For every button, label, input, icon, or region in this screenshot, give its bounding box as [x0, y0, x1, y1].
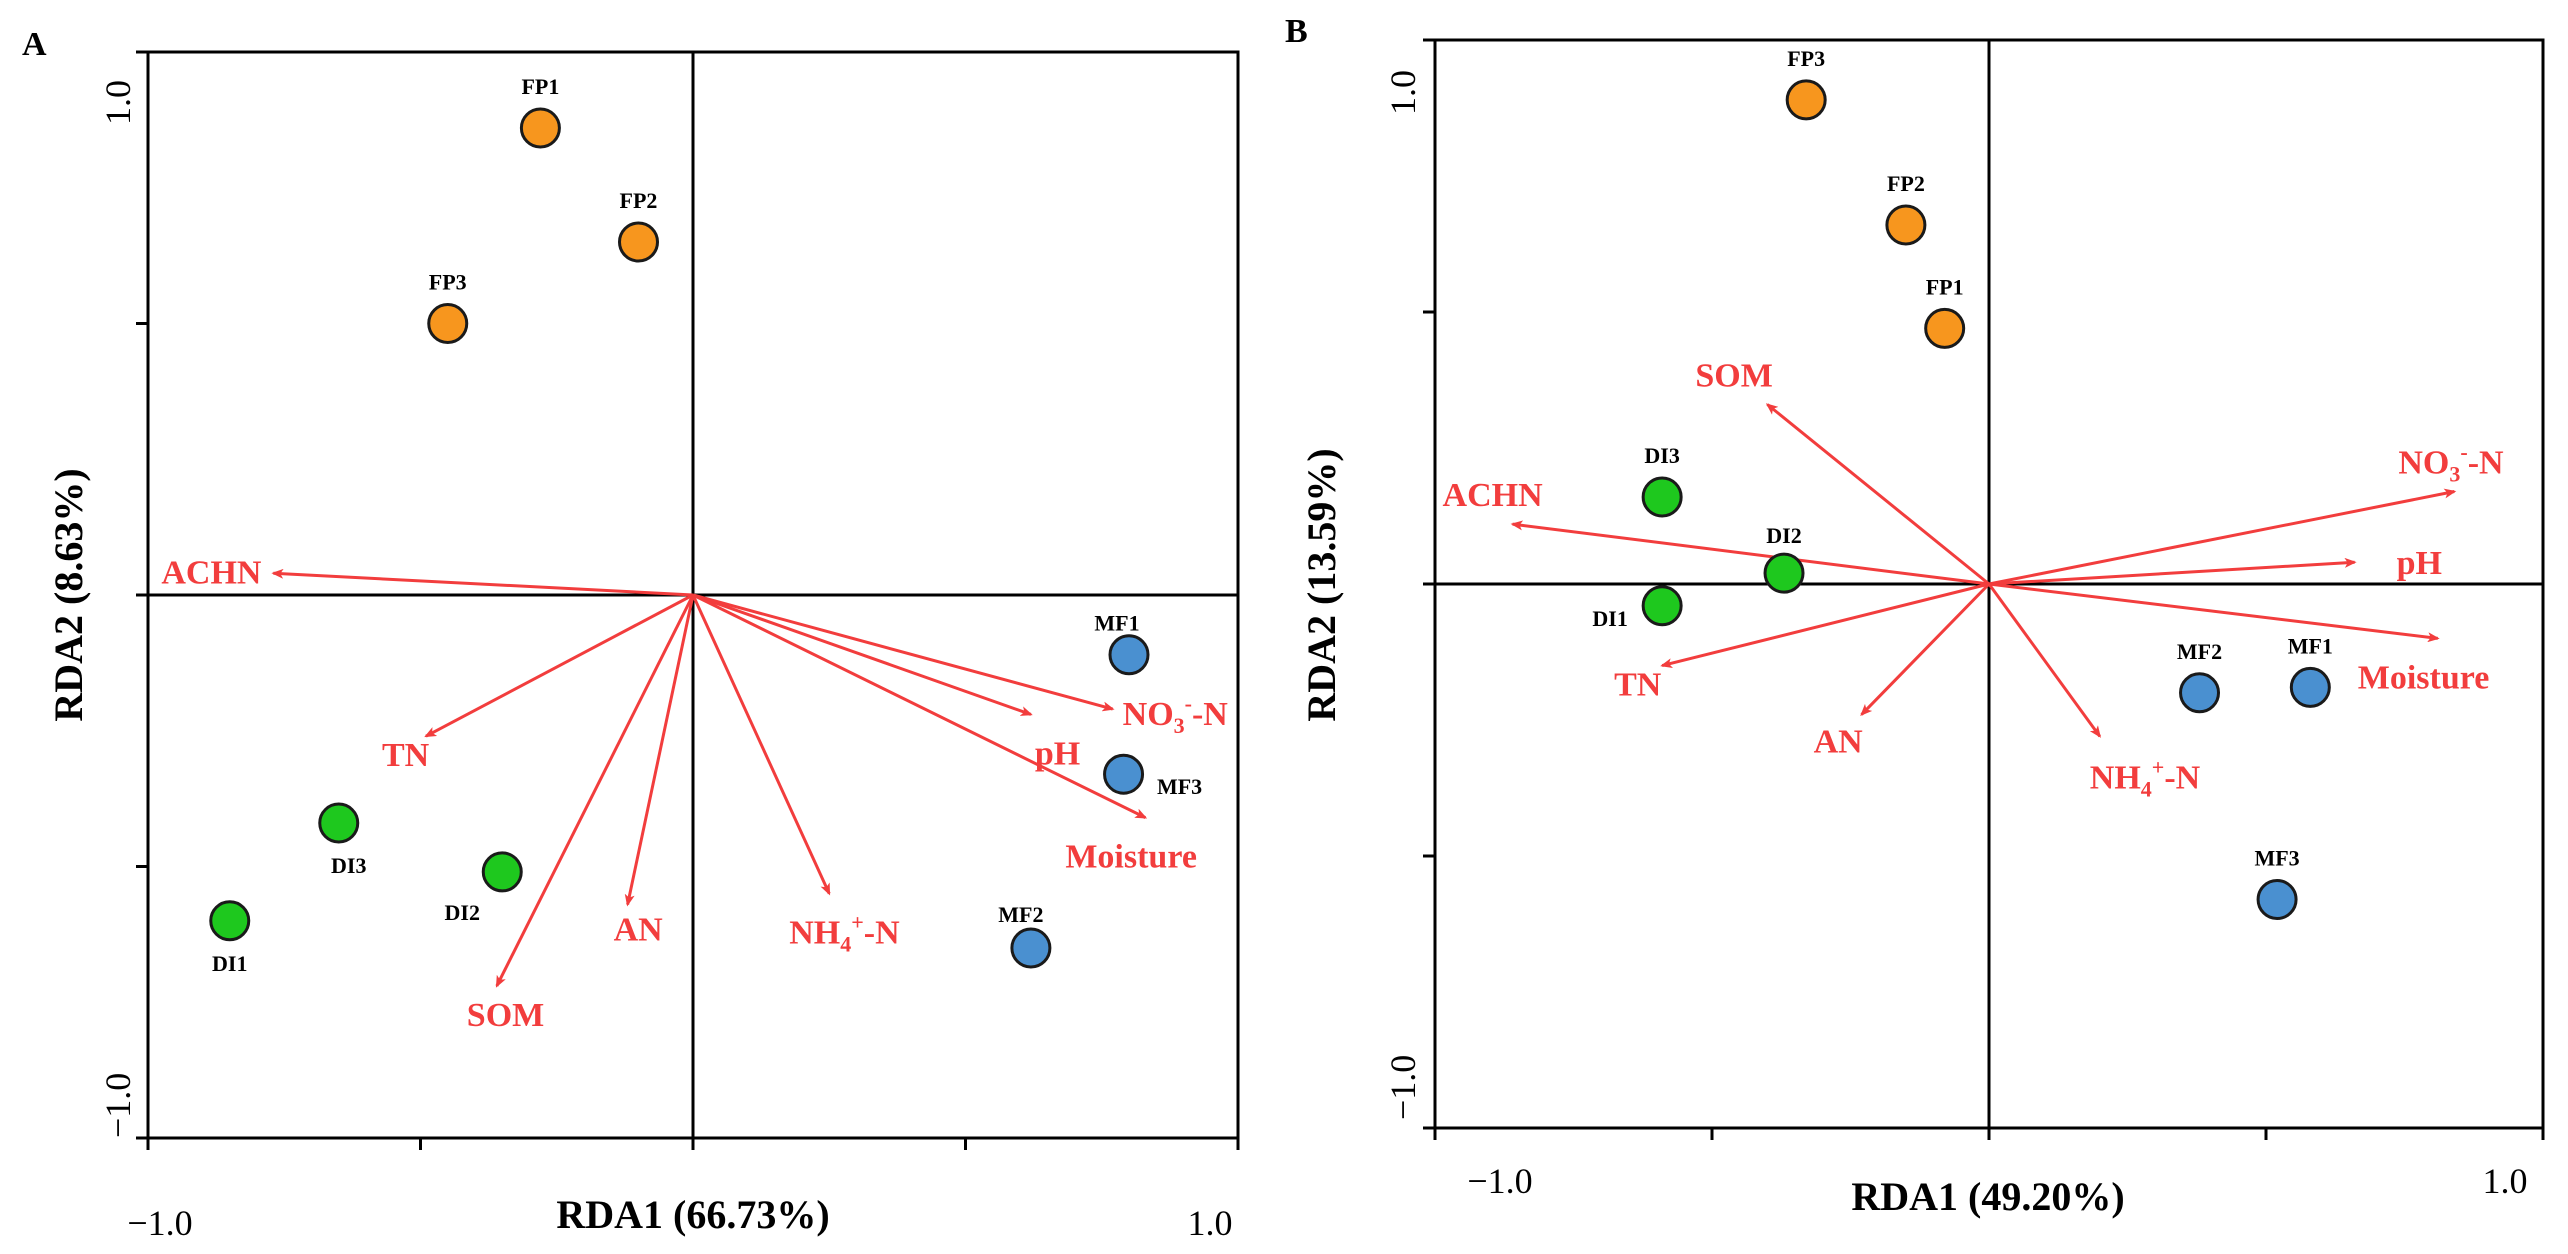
vector-arrow-no3-n	[1988, 488, 2457, 586]
sample-point-fp2	[618, 221, 659, 263]
sample-point-mf3	[2256, 879, 2298, 921]
sample-point-mf1	[2289, 666, 2331, 708]
sample-label: DI2	[445, 900, 480, 925]
sample-label: FP2	[1887, 171, 1925, 196]
vector-label: Moisture	[1065, 839, 1197, 876]
sample-label: MF2	[2177, 639, 2222, 664]
x-axis-title: RDA1 (49.20%)	[1851, 1174, 2124, 1219]
vector-label: SOM	[1695, 357, 1772, 394]
vector-arrow-no3-n	[692, 593, 1115, 712]
vector-label: Moisture	[2358, 659, 2490, 696]
sample-label: FP1	[1926, 274, 1964, 299]
sample-point-fp3	[1785, 79, 1827, 121]
vector-arrow-ph	[692, 593, 1033, 716]
vector-arrow-achn	[271, 568, 694, 597]
vector-label: NH4+-N	[789, 910, 900, 957]
vector-arrow-tn	[1660, 582, 1990, 669]
sample-point-fp1	[519, 107, 561, 149]
sample-point-mf1	[1108, 634, 1150, 676]
sample-point-fp2	[1885, 204, 1927, 246]
sample-point-mf2	[2179, 672, 2221, 714]
sample-label: MF1	[1094, 611, 1139, 636]
sample-label: FP3	[429, 270, 467, 295]
vector-label: NH4+-N	[2090, 754, 2201, 801]
vector-arrow-an	[1860, 582, 1991, 716]
sample-point-mf3	[1103, 753, 1145, 795]
sample-label: DI2	[1766, 523, 1801, 548]
sample-label: MF1	[2288, 633, 2333, 658]
sample-label: FP1	[521, 74, 559, 99]
sample-point-mf2	[1010, 927, 1052, 969]
vector-label: SOM	[467, 997, 544, 1034]
sample-label: DI3	[331, 853, 366, 878]
vector-arrow-nh4-n	[1987, 583, 2102, 738]
vector-arrow-tn	[424, 593, 694, 738]
sample-point-di3	[318, 802, 360, 844]
sample-label: DI1	[212, 951, 247, 976]
sample-point-di2	[481, 851, 523, 893]
sample-label: MF3	[1157, 774, 1202, 799]
vector-label: TN	[382, 737, 430, 774]
panel-a: −1.0 1.0 1.0 −1.0 RDA1 (66.73%) RDA2 (8.63%) A…	[46, 50, 1240, 1243]
vector-label: TN	[1614, 667, 1662, 704]
sample-point-di1	[1641, 585, 1683, 627]
sample-label: DI1	[1592, 606, 1627, 631]
vector-arrow-an	[624, 594, 695, 907]
vector-label: NO3--N	[1123, 691, 1229, 738]
vector-label: AN	[614, 912, 664, 949]
vector-label: pH	[2397, 545, 2442, 582]
vector-label: AN	[1814, 724, 1864, 761]
sample-label: MF3	[2254, 846, 2299, 871]
vector-label: ACHN	[1443, 477, 1544, 514]
x-tick-label: 1.0	[1188, 1203, 1233, 1243]
sample-label: FP2	[620, 188, 658, 213]
vector-label: ACHN	[161, 554, 262, 591]
x-axis-title: RDA1 (66.73%)	[556, 1192, 829, 1237]
sample-point-di3	[1641, 476, 1683, 518]
sample-label: FP3	[1787, 46, 1825, 71]
vector-arrow-nh4-n	[691, 594, 831, 896]
sample-point-di1	[209, 900, 251, 942]
y-tick-label: −1.0	[1383, 1055, 1423, 1120]
vector-arrow-moisture	[1988, 582, 2440, 643]
vector-arrow-som	[1765, 403, 1990, 586]
panel-letter-a: A	[22, 26, 47, 63]
panel-letter-b: B	[1285, 13, 1308, 50]
sample-label: MF2	[998, 902, 1043, 927]
vector-arrow-moisture	[692, 593, 1148, 819]
x-tick-label: −1.0	[1467, 1161, 1532, 1201]
x-tick-label: −1.0	[127, 1203, 192, 1243]
sample-label: DI3	[1644, 443, 1679, 468]
y-tick-label: −1.0	[98, 1073, 138, 1138]
sample-point-fp3	[427, 303, 469, 344]
vector-arrow-som	[495, 594, 695, 988]
vector-label: NO3--N	[2398, 440, 2504, 487]
vector-arrow-achn	[1510, 520, 1990, 586]
y-tick-label: 1.0	[1383, 70, 1423, 115]
y-axis-title: RDA2 (8.63%)	[46, 468, 91, 721]
vector-arrow-ph	[1988, 557, 2357, 586]
x-tick-label: 1.0	[2483, 1161, 2528, 1201]
y-axis-title: RDA2 (13.59%)	[1299, 448, 1344, 721]
sample-point-di2	[1763, 552, 1805, 594]
y-tick-label: 1.0	[98, 80, 138, 125]
panel-b: −1.0 1.0 1.0 −1.0 RDA1 (49.20%) RDA2 (13.59%)…	[1299, 38, 2545, 1219]
sample-point-fp1	[1924, 307, 1966, 349]
